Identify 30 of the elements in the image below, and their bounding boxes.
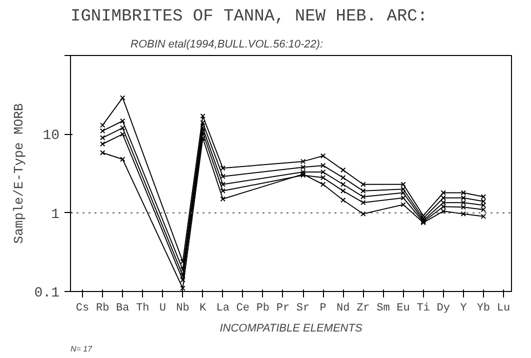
- x-tick-label: La: [216, 302, 230, 314]
- x-tick-label: Ti: [416, 302, 430, 314]
- x-tick-label: Pr: [276, 302, 290, 314]
- x-tick-label: K: [200, 302, 206, 314]
- y-tick-label: 0.1: [34, 286, 60, 302]
- y-axis-title: Sample/E-Type MORB: [11, 103, 26, 244]
- x-tick-label: U: [159, 302, 166, 314]
- x-tick-label: Lu: [496, 302, 510, 314]
- x-tick-label: Rb: [96, 302, 110, 314]
- y-tick-label: 1: [51, 206, 60, 223]
- x-tick-label: Eu: [396, 302, 410, 314]
- x-tick-label: Cs: [76, 302, 90, 314]
- x-tick-label: Pb: [256, 302, 270, 314]
- text: N= 17: [70, 344, 93, 354]
- x-axis-title: INCOMPATIBLE ELEMENTS: [220, 322, 363, 334]
- x-tick-label: Nd: [336, 302, 350, 314]
- x-tick-label: Ce: [236, 302, 250, 314]
- x-tick-label: Y: [460, 302, 468, 314]
- x-tick-label: Th: [136, 302, 150, 314]
- x-tick-label: Zr: [356, 302, 370, 314]
- x-tick-label: Ba: [116, 302, 130, 314]
- x-tick-label: Sr: [296, 302, 310, 314]
- x-tick-label: Sm: [376, 302, 390, 314]
- x-tick-label: P: [320, 302, 327, 314]
- chart-title: IGNIMBRITES OF TANNA, NEW HEB. ARC:: [70, 8, 428, 26]
- x-tick-label: Yb: [476, 302, 490, 314]
- chart-subtitle: ROBIN etal(1994,BULL.VOL.56:10-22):: [130, 38, 324, 50]
- x-tick-label: Nb: [176, 302, 190, 314]
- x-tick-label: Dy: [436, 302, 450, 314]
- y-tick-label: 10: [42, 128, 60, 144]
